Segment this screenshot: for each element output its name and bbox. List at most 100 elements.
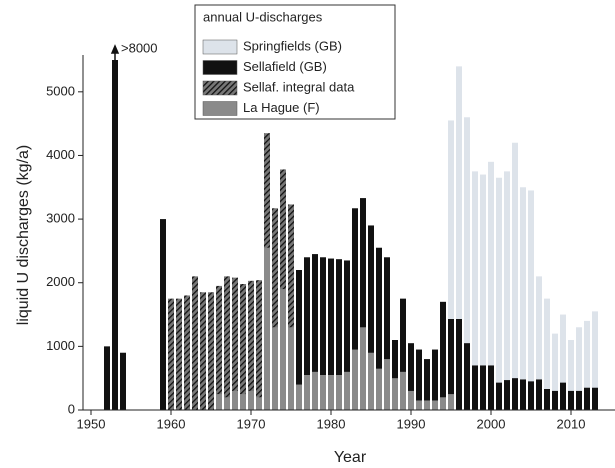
- bar: [496, 177, 502, 410]
- bar: [552, 390, 558, 410]
- bar: [576, 390, 582, 410]
- bar: [320, 375, 326, 410]
- bar: [416, 400, 422, 410]
- legend-title: annual U-discharges: [203, 9, 323, 24]
- bar: [584, 320, 590, 410]
- bar: [568, 390, 574, 410]
- bar: [304, 257, 310, 410]
- bar: [232, 390, 238, 410]
- bar: [416, 349, 422, 410]
- x-axis-label: Year: [334, 449, 367, 466]
- bar: [240, 284, 246, 410]
- bar: [160, 219, 166, 410]
- bar: [368, 225, 374, 410]
- bar: [280, 289, 286, 410]
- bar: [224, 397, 230, 410]
- y-tick-label: 2000: [46, 274, 75, 289]
- bar: [408, 343, 414, 410]
- bar: [520, 379, 526, 410]
- bar: [384, 257, 390, 410]
- legend-label: Sellafield (GB): [243, 59, 327, 74]
- bar: [448, 120, 454, 411]
- bar: [408, 390, 414, 410]
- bar: [328, 258, 334, 410]
- bar: [256, 280, 262, 410]
- bar: [104, 346, 110, 410]
- bar: [328, 375, 334, 410]
- x-tick-label: 1980: [317, 416, 346, 431]
- bar: [504, 171, 510, 410]
- bar: [288, 327, 294, 410]
- bar: [304, 375, 310, 410]
- y-tick-label: 4000: [46, 147, 75, 162]
- bar: [544, 298, 550, 410]
- annotation: >8000: [121, 40, 158, 55]
- bar: [448, 319, 454, 410]
- bar: [528, 381, 534, 410]
- bar: [592, 311, 598, 410]
- bar: [168, 298, 174, 410]
- bar: [200, 292, 206, 410]
- legend-label: La Hague (F): [243, 100, 320, 115]
- legend-swatch: [202, 101, 238, 116]
- bar: [288, 204, 294, 410]
- annotation-arrow: [110, 44, 120, 60]
- bar: [240, 394, 246, 410]
- bar: [336, 375, 342, 410]
- x-tick-label: 1950: [77, 416, 106, 431]
- bar: [344, 371, 350, 410]
- legend-label: Sellaf. integral data: [243, 79, 355, 94]
- bar: [312, 254, 318, 410]
- bar: [256, 397, 262, 410]
- legend-swatch: [202, 60, 238, 75]
- bar: [576, 327, 582, 410]
- bar: [464, 343, 470, 410]
- bar: [488, 161, 494, 410]
- bar: [592, 387, 598, 410]
- legend-swatch: [202, 39, 238, 55]
- x-tick-label: 2000: [477, 416, 506, 431]
- bar: [560, 382, 566, 410]
- bar: [440, 301, 446, 410]
- bar: [344, 260, 350, 410]
- x-tick-label: 2010: [557, 416, 586, 431]
- bar: [376, 247, 382, 410]
- bar: [248, 280, 254, 410]
- bar: [584, 387, 590, 410]
- bar: [504, 380, 510, 410]
- bar: [400, 371, 406, 410]
- bar: [440, 397, 446, 410]
- bar: [224, 276, 230, 410]
- bar: [176, 298, 182, 410]
- bar: [456, 319, 462, 410]
- bar: [216, 394, 222, 410]
- bar: [264, 247, 270, 410]
- bar: [544, 389, 550, 410]
- x-tick-label: 1970: [237, 416, 266, 431]
- bar: [336, 259, 342, 410]
- bar: [480, 174, 486, 410]
- bar: [320, 257, 326, 410]
- bar: [520, 187, 526, 410]
- x-tick-label: 1960: [157, 416, 186, 431]
- bar: [536, 276, 542, 410]
- bar: [376, 368, 382, 410]
- bar: [352, 349, 358, 410]
- y-tick-label: 0: [68, 401, 75, 416]
- bar: [296, 270, 302, 410]
- bar: [312, 371, 318, 410]
- bar: [552, 333, 558, 410]
- bar: [424, 400, 430, 410]
- bar: [120, 352, 126, 410]
- bar: [296, 384, 302, 410]
- bar: [496, 382, 502, 410]
- bar: [568, 340, 574, 410]
- bar: [384, 359, 390, 410]
- bar: [208, 292, 214, 410]
- legend-swatch: [202, 80, 238, 96]
- bar: [272, 208, 278, 410]
- bar: [472, 171, 478, 410]
- bar: [528, 190, 534, 410]
- bar: [456, 66, 462, 410]
